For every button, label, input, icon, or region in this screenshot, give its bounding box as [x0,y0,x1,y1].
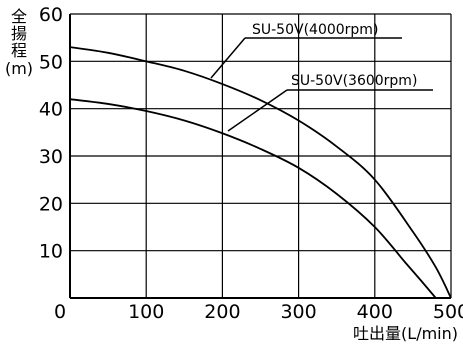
y-axis-label-char-3: 程 [11,41,27,60]
y-tick-label-60: 60 [39,4,63,26]
y-axis-label-unit: (m) [5,59,33,78]
x-tick-label-0: 0 [54,301,66,323]
y-axis-label: 全 揚 程 (m) [5,7,33,78]
x-axis-label: 吐出量(L/min) [353,324,458,343]
x-tick-label-400: 400 [357,301,393,323]
y-tick-label-20: 20 [39,193,63,215]
y-tick-label-50: 50 [39,51,63,73]
x-tick-label-300: 300 [280,301,316,323]
x-tick-label-200: 200 [204,301,240,323]
y-axis-label-char-2: 揚 [11,24,27,43]
x-tick-label-500: 500 [433,301,463,323]
series-label-4000rpm: SU-50V(4000rpm) [210,22,402,79]
series-line-3600rpm [69,98,437,299]
y-axis-label-char-1: 全 [11,7,27,26]
series-3600rpm-leader-line [227,89,288,132]
series-3600rpm-label-text: SU-50V(3600rpm) [291,73,417,89]
chart-series [69,46,452,299]
x-tick-label-100: 100 [128,301,164,323]
chart-ticks: 10 20 30 40 50 60 0 100 200 300 400 500 [39,4,463,323]
series-label-3600rpm: SU-50V(3600rpm) [227,73,433,132]
series-4000rpm-label-text: SU-50V(4000rpm) [252,22,378,38]
series-4000rpm-leader-line [210,37,246,79]
series-line-4000rpm [69,46,452,299]
y-tick-label-30: 30 [39,146,63,168]
y-tick-label-40: 40 [39,99,63,121]
chart-grid [69,13,452,299]
y-tick-label-10: 10 [39,241,63,263]
